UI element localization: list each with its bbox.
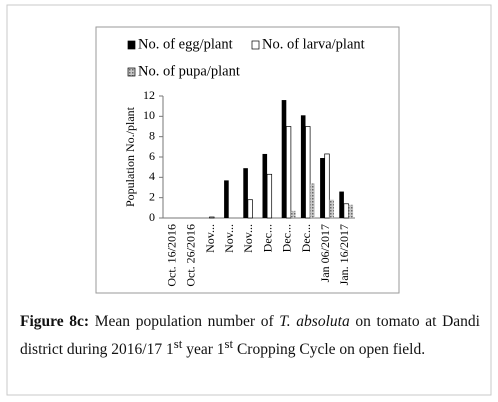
bar — [329, 199, 334, 218]
chart-frame — [95, 26, 400, 294]
y-tick-label: 10 — [143, 108, 155, 122]
caption-label: Figure 8c: — [20, 313, 90, 330]
caption-text: year 1 — [182, 341, 225, 359]
caption-text: Mean population number of — [89, 313, 280, 330]
bar — [348, 204, 354, 218]
bar — [262, 153, 268, 218]
bar — [285, 126, 292, 219]
legend-label: No. of larva/plant — [262, 36, 365, 52]
x-tick-label: Oct. 26/2016 — [184, 224, 198, 287]
bar — [343, 203, 349, 219]
legend-swatch — [251, 40, 260, 50]
x-tick-label: Nov... — [241, 224, 255, 253]
y-tick-label: 6 — [149, 149, 155, 163]
y-tick-label: 2 — [149, 189, 155, 203]
bar — [300, 115, 306, 218]
bar — [310, 183, 315, 218]
caption: Figure 8c: Mean population number of T. … — [20, 311, 480, 361]
bar — [290, 210, 296, 218]
x-tick-label: Nov... — [222, 224, 236, 253]
caption-text: Cropping Cycle on open field. — [233, 341, 426, 359]
bar — [224, 180, 229, 218]
figure-frame — [6, 4, 492, 396]
y-tick-label: 12 — [143, 88, 155, 102]
x-tick-label: Dec... — [299, 224, 313, 252]
x-tick-label: Dec... — [280, 224, 294, 252]
bar — [243, 168, 248, 218]
y-tick-label: 0 — [149, 210, 155, 224]
legend-label: No. of egg/plant — [138, 36, 233, 52]
y-axis-label: Population No./plant — [123, 106, 137, 207]
bar — [209, 216, 215, 219]
y-tick-label: 8 — [149, 128, 155, 142]
caption-species: T. absoluta — [279, 313, 350, 330]
legend-swatch — [127, 67, 136, 77]
bar — [281, 100, 287, 218]
bar — [320, 158, 325, 218]
caption-text: on tomato at Dandi district during 2016/… — [20, 313, 480, 359]
x-tick-label: Dec... — [260, 224, 274, 252]
x-tick-label: Oct. 16/2016 — [164, 224, 178, 287]
caption-sup: st — [224, 336, 234, 351]
caption-sup: st — [173, 336, 183, 351]
bar — [266, 173, 273, 219]
x-tick-label: Nov... — [203, 224, 217, 253]
bar — [324, 153, 330, 219]
legend-swatch — [127, 40, 136, 50]
bar — [305, 126, 311, 219]
y-tick-label: 4 — [149, 169, 155, 183]
x-tick-label: Jan. 16/2017 — [337, 224, 351, 285]
legend-label: No. of pupa/plant — [138, 63, 240, 79]
bar — [339, 191, 344, 218]
bar — [247, 199, 253, 219]
x-tick-label: Jan 06/2017 — [318, 224, 332, 282]
